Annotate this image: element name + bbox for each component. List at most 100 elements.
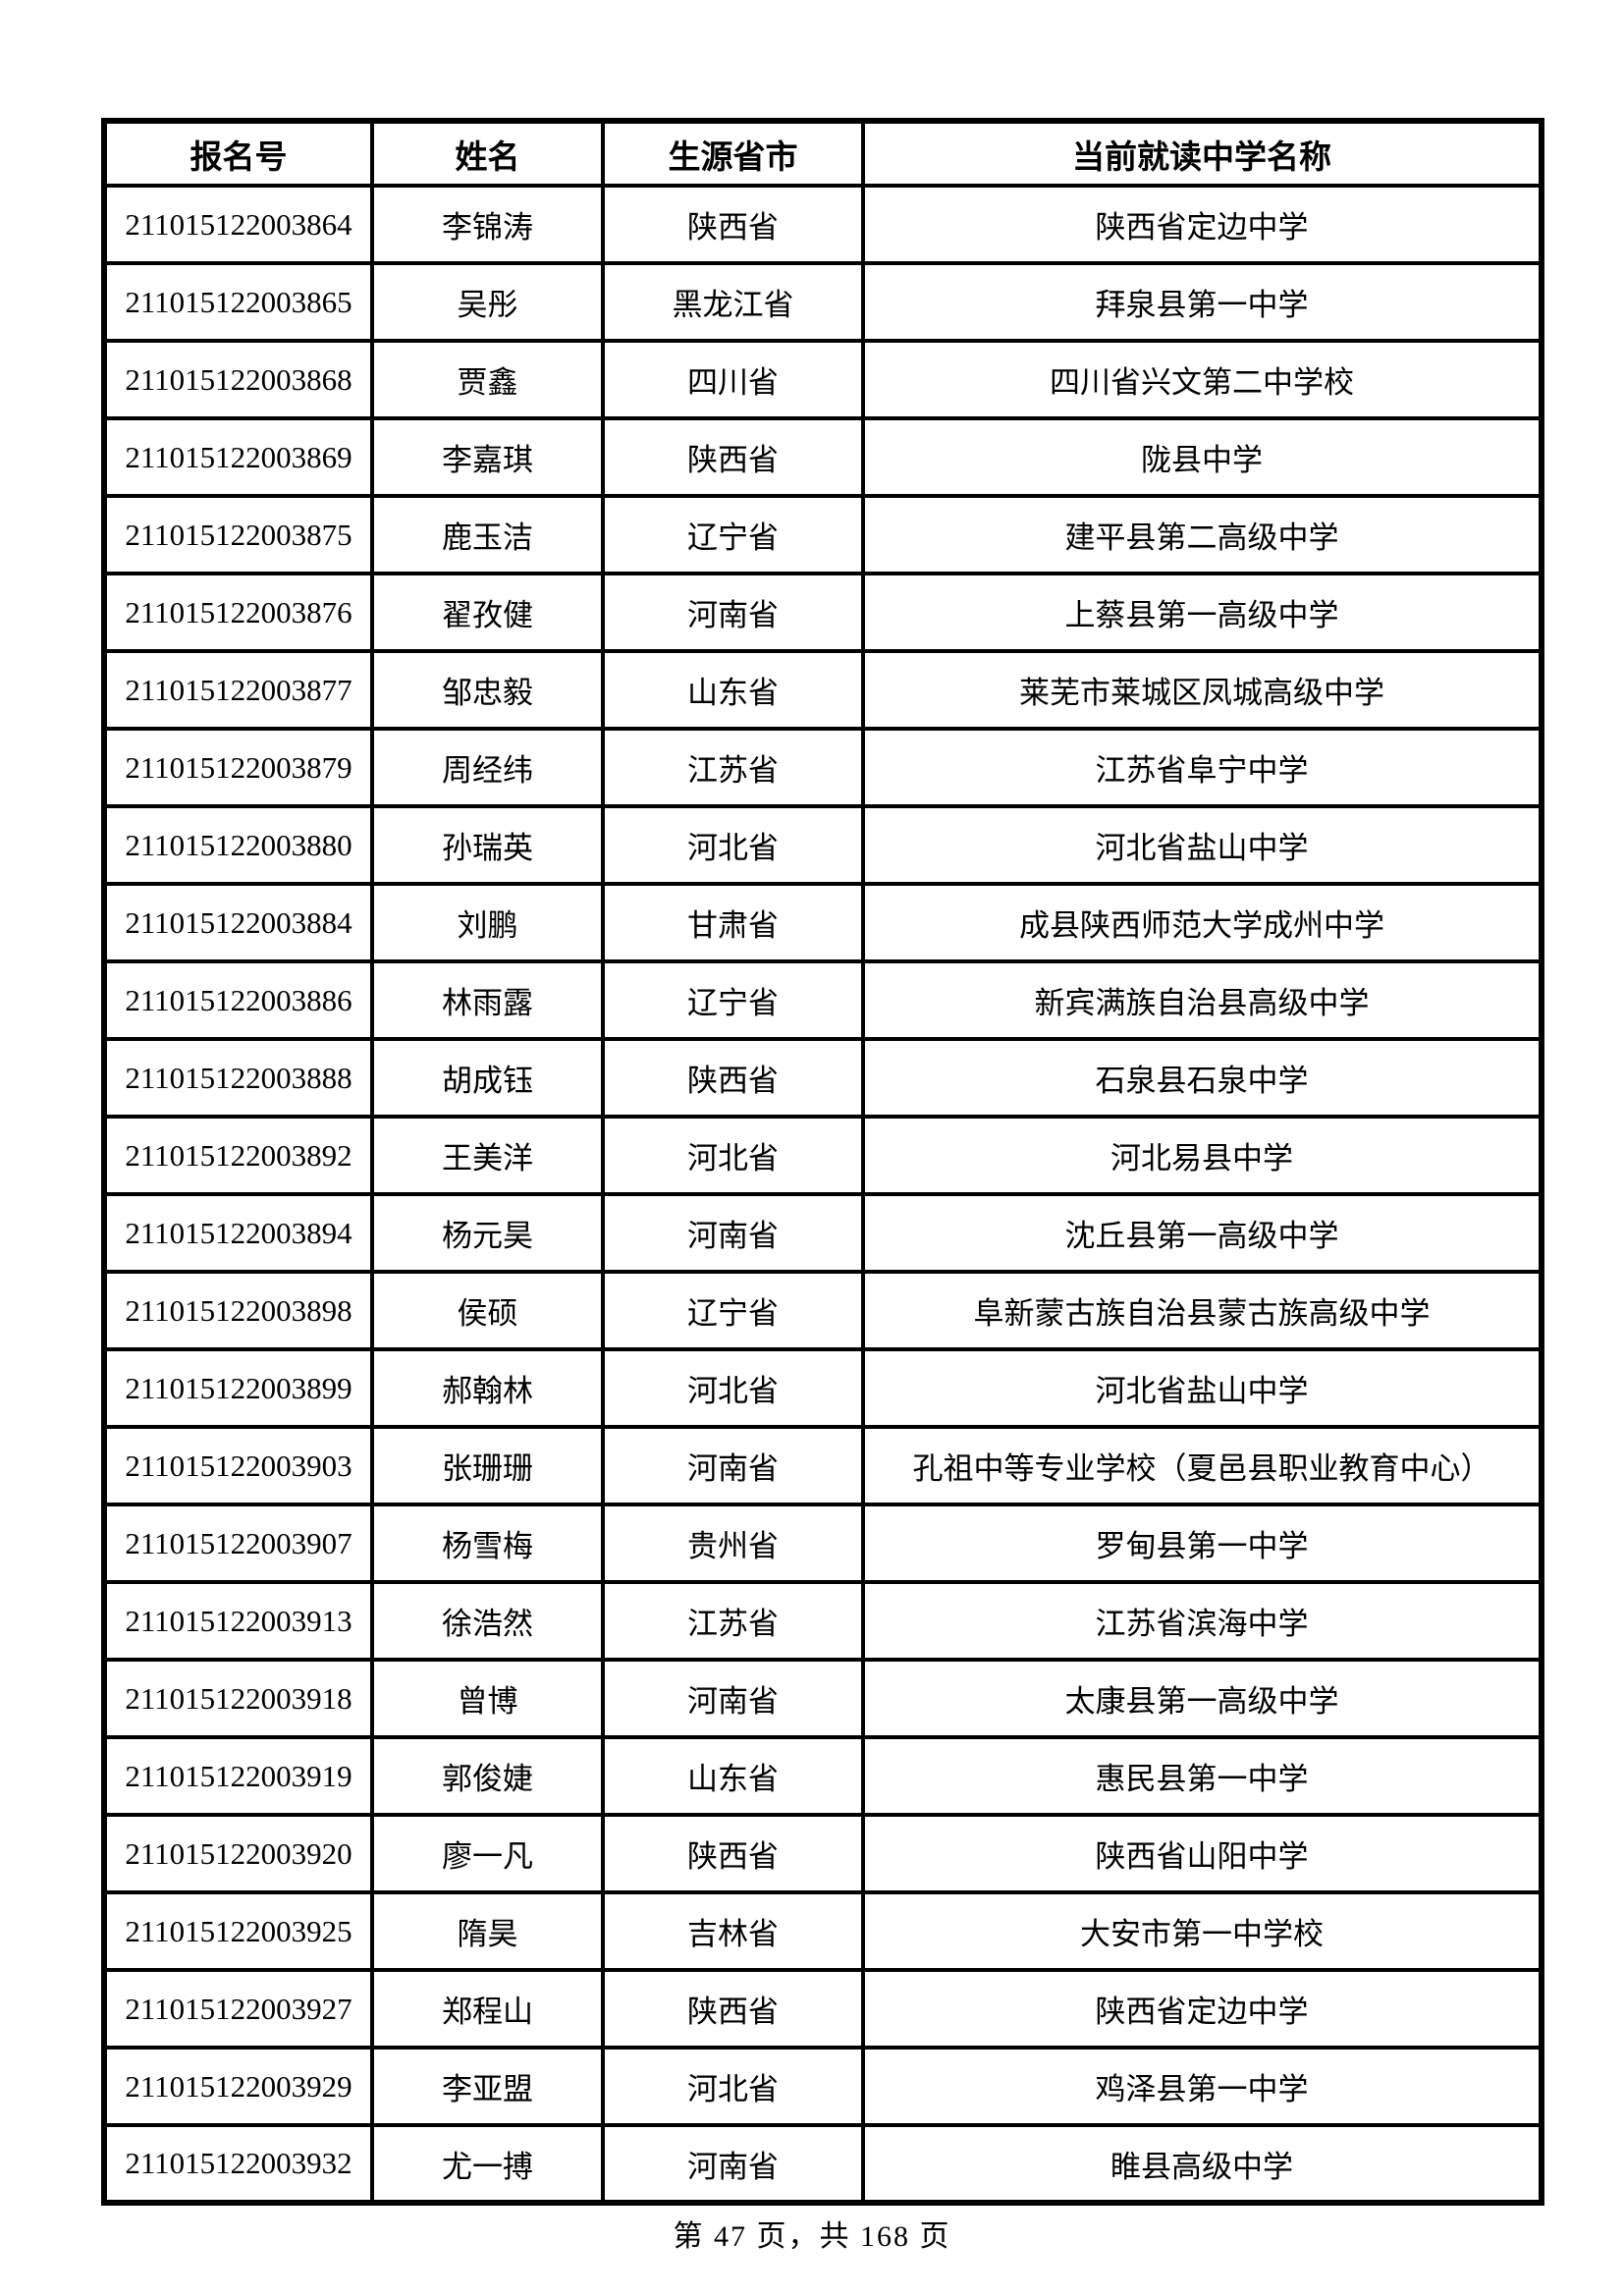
name-cell: 林雨露 bbox=[370, 959, 605, 1041]
registration-number-cell: 211015122003918 bbox=[102, 1658, 374, 1739]
column-header-school: 当前就读中学名称 bbox=[861, 119, 1543, 188]
table-row: 211015122003903 张珊珊 河南省 孔祖中等专业学校（夏邑县职业教育… bbox=[102, 1425, 1543, 1506]
school-cell: 陕西省定边中学 bbox=[861, 184, 1543, 265]
school-cell: 成县陕西师范大学成州中学 bbox=[861, 882, 1543, 963]
registration-number-cell: 211015122003875 bbox=[102, 494, 374, 575]
table-row: 211015122003875 鹿玉洁 辽宁省 建平县第二高级中学 bbox=[102, 494, 1543, 575]
name-cell: 郝翰林 bbox=[370, 1347, 605, 1429]
table-row: 211015122003877 邹忠毅 山东省 莱芜市莱城区凤城高级中学 bbox=[102, 649, 1543, 731]
registration-number-cell: 211015122003903 bbox=[102, 1425, 374, 1506]
school-cell: 罗甸县第一中学 bbox=[861, 1503, 1543, 1584]
province-cell: 河北省 bbox=[601, 1115, 865, 1196]
province-cell: 吉林省 bbox=[601, 1890, 865, 1972]
province-cell: 辽宁省 bbox=[601, 1270, 865, 1351]
school-cell: 太康县第一高级中学 bbox=[861, 1658, 1543, 1739]
name-cell: 邹忠毅 bbox=[370, 649, 605, 731]
name-cell: 孙瑞英 bbox=[370, 804, 605, 886]
registration-number-cell: 211015122003868 bbox=[102, 339, 374, 420]
province-cell: 河北省 bbox=[601, 2046, 865, 2127]
school-cell: 江苏省阜宁中学 bbox=[861, 727, 1543, 808]
school-cell: 建平县第二高级中学 bbox=[861, 494, 1543, 575]
name-cell: 徐浩然 bbox=[370, 1580, 605, 1662]
province-cell: 陕西省 bbox=[601, 1813, 865, 1894]
table-row: 211015122003886 林雨露 辽宁省 新宾满族自治县高级中学 bbox=[102, 959, 1543, 1041]
school-cell: 石泉县石泉中学 bbox=[861, 1037, 1543, 1119]
province-cell: 河南省 bbox=[601, 1192, 865, 1274]
table-row: 211015122003884 刘鹏 甘肃省 成县陕西师范大学成州中学 bbox=[102, 882, 1543, 963]
header-row: 报名号 姓名 生源省市 当前就读中学名称 bbox=[102, 119, 1543, 188]
registration-number-cell: 211015122003894 bbox=[102, 1192, 374, 1274]
applicants-table: 报名号 姓名 生源省市 当前就读中学名称 211015122003864 李锦涛… bbox=[101, 118, 1544, 2206]
name-cell: 郭俊婕 bbox=[370, 1735, 605, 1817]
name-cell: 李锦涛 bbox=[370, 184, 605, 265]
table-row: 211015122003879 周经纬 江苏省 江苏省阜宁中学 bbox=[102, 727, 1543, 808]
name-cell: 尤一搏 bbox=[370, 2123, 605, 2205]
table-row: 211015122003907 杨雪梅 贵州省 罗甸县第一中学 bbox=[102, 1503, 1543, 1584]
school-cell: 陇县中学 bbox=[861, 416, 1543, 498]
table-row: 211015122003876 翟孜健 河南省 上蔡县第一高级中学 bbox=[102, 572, 1543, 653]
table-row: 211015122003880 孙瑞英 河北省 河北省盐山中学 bbox=[102, 804, 1543, 886]
registration-number-cell: 211015122003932 bbox=[102, 2123, 374, 2205]
registration-number-cell: 211015122003907 bbox=[102, 1503, 374, 1584]
school-cell: 四川省兴文第二中学校 bbox=[861, 339, 1543, 420]
name-cell: 杨雪梅 bbox=[370, 1503, 605, 1584]
province-cell: 陕西省 bbox=[601, 184, 865, 265]
table-row: 211015122003918 曾博 河南省 太康县第一高级中学 bbox=[102, 1658, 1543, 1739]
name-cell: 李亚盟 bbox=[370, 2046, 605, 2127]
name-cell: 周经纬 bbox=[370, 727, 605, 808]
table-row: 211015122003892 王美洋 河北省 河北易县中学 bbox=[102, 1115, 1543, 1196]
registration-number-cell: 211015122003880 bbox=[102, 804, 374, 886]
name-cell: 翟孜健 bbox=[370, 572, 605, 653]
school-cell: 鸡泽县第一中学 bbox=[861, 2046, 1543, 2127]
table-row: 211015122003929 李亚盟 河北省 鸡泽县第一中学 bbox=[102, 2046, 1543, 2127]
province-cell: 黑龙江省 bbox=[601, 261, 865, 343]
registration-number-cell: 211015122003884 bbox=[102, 882, 374, 963]
table-row: 211015122003869 李嘉琪 陕西省 陇县中学 bbox=[102, 416, 1543, 498]
school-cell: 沈丘县第一高级中学 bbox=[861, 1192, 1543, 1274]
table-row: 211015122003920 廖一凡 陕西省 陕西省山阳中学 bbox=[102, 1813, 1543, 1894]
name-cell: 李嘉琪 bbox=[370, 416, 605, 498]
school-cell: 惠民县第一中学 bbox=[861, 1735, 1543, 1817]
name-cell: 隋昊 bbox=[370, 1890, 605, 1972]
name-cell: 鹿玉洁 bbox=[370, 494, 605, 575]
name-cell: 胡成钰 bbox=[370, 1037, 605, 1119]
name-cell: 廖一凡 bbox=[370, 1813, 605, 1894]
table-body: 211015122003864 李锦涛 陕西省 陕西省定边中学 21101512… bbox=[102, 184, 1543, 2205]
province-cell: 陕西省 bbox=[601, 1037, 865, 1119]
registration-number-cell: 211015122003864 bbox=[102, 184, 374, 265]
province-cell: 江苏省 bbox=[601, 1580, 865, 1662]
name-cell: 曾博 bbox=[370, 1658, 605, 1739]
registration-number-cell: 211015122003899 bbox=[102, 1347, 374, 1429]
registration-number-cell: 211015122003919 bbox=[102, 1735, 374, 1817]
registration-number-cell: 211015122003929 bbox=[102, 2046, 374, 2127]
name-cell: 刘鹏 bbox=[370, 882, 605, 963]
school-cell: 河北省盐山中学 bbox=[861, 1347, 1543, 1429]
province-cell: 甘肃省 bbox=[601, 882, 865, 963]
name-cell: 王美洋 bbox=[370, 1115, 605, 1196]
table-row: 211015122003864 李锦涛 陕西省 陕西省定边中学 bbox=[102, 184, 1543, 265]
name-cell: 贾鑫 bbox=[370, 339, 605, 420]
province-cell: 陕西省 bbox=[601, 1968, 865, 2050]
table-header: 报名号 姓名 生源省市 当前就读中学名称 bbox=[102, 119, 1543, 188]
school-cell: 孔祖中等专业学校（夏邑县职业教育中心） bbox=[861, 1425, 1543, 1506]
province-cell: 河北省 bbox=[601, 804, 865, 886]
school-cell: 江苏省滨海中学 bbox=[861, 1580, 1543, 1662]
province-cell: 山东省 bbox=[601, 649, 865, 731]
table-row: 211015122003868 贾鑫 四川省 四川省兴文第二中学校 bbox=[102, 339, 1543, 420]
registration-number-cell: 211015122003913 bbox=[102, 1580, 374, 1662]
province-cell: 河南省 bbox=[601, 1658, 865, 1739]
name-cell: 张珊珊 bbox=[370, 1425, 605, 1506]
table-row: 211015122003925 隋昊 吉林省 大安市第一中学校 bbox=[102, 1890, 1543, 1972]
table-row: 211015122003888 胡成钰 陕西省 石泉县石泉中学 bbox=[102, 1037, 1543, 1119]
page-number-footer: 第 47 页，共 168 页 bbox=[673, 2220, 951, 2253]
table-row: 211015122003898 侯硕 辽宁省 阜新蒙古族自治县蒙古族高级中学 bbox=[102, 1270, 1543, 1351]
registration-number-cell: 211015122003876 bbox=[102, 572, 374, 653]
province-cell: 辽宁省 bbox=[601, 494, 865, 575]
table-row: 211015122003932 尤一搏 河南省 睢县高级中学 bbox=[102, 2123, 1543, 2205]
school-cell: 陕西省山阳中学 bbox=[861, 1813, 1543, 1894]
registration-number-cell: 211015122003925 bbox=[102, 1890, 374, 1972]
province-cell: 山东省 bbox=[601, 1735, 865, 1817]
school-cell: 莱芜市莱城区凤城高级中学 bbox=[861, 649, 1543, 731]
school-cell: 阜新蒙古族自治县蒙古族高级中学 bbox=[861, 1270, 1543, 1351]
